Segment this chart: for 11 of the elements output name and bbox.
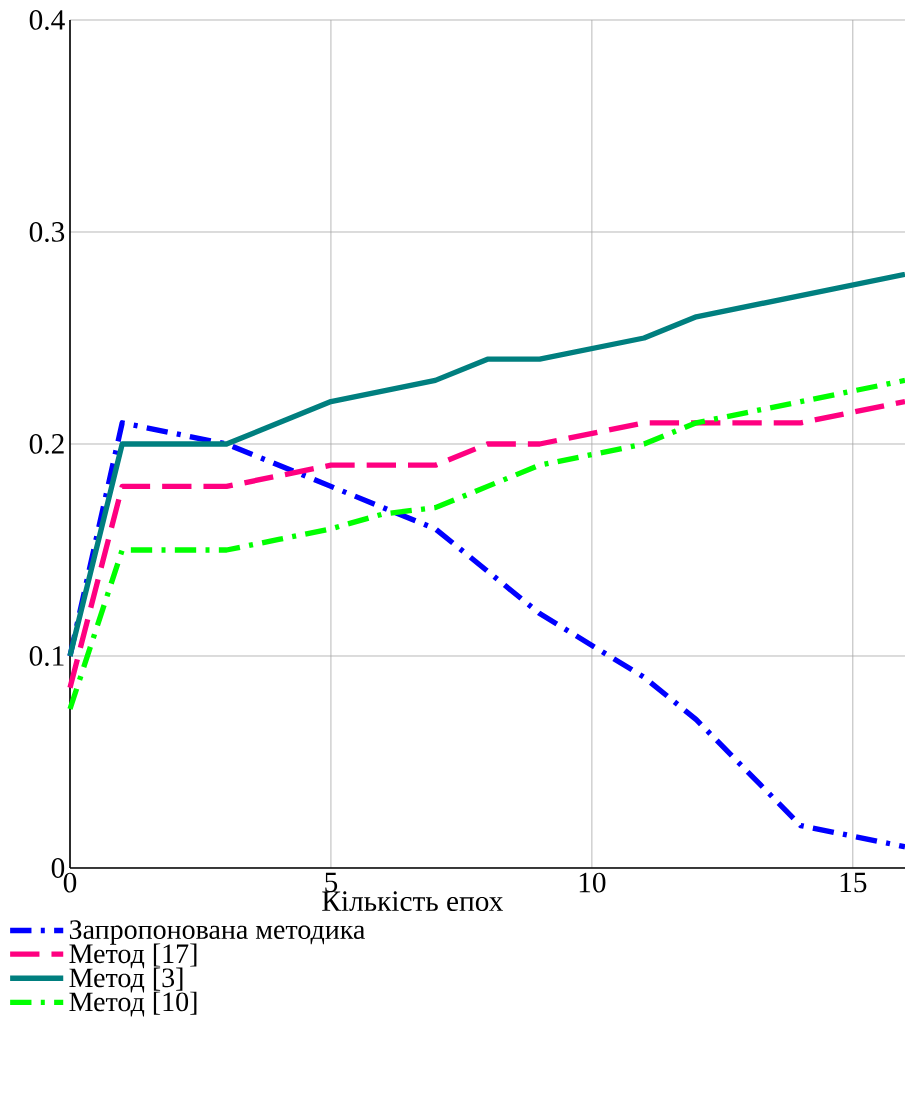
x-tick-label: 5 xyxy=(325,872,338,893)
y-tick-label: 0.1 xyxy=(29,646,64,666)
y-tick-label: 0 xyxy=(51,858,65,878)
y-tick-label: 0.2 xyxy=(29,434,64,454)
x-axis-title: Кількість епох xyxy=(322,891,504,912)
x-tick-label: 15 xyxy=(840,872,867,893)
legend-label: Метод [10] xyxy=(69,991,197,1017)
y-tick-label: 0.3 xyxy=(29,222,65,242)
y-tick-label: 0.4 xyxy=(29,10,65,30)
legend-label: Запропонована методика xyxy=(69,920,365,945)
x-tick-label: 10 xyxy=(579,872,606,893)
